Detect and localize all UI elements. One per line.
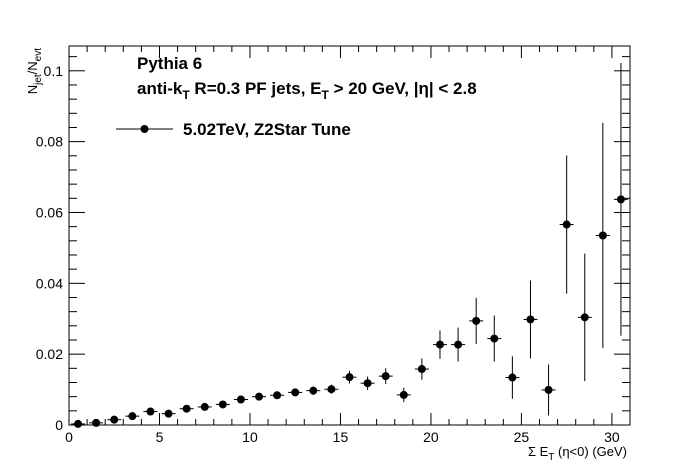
data-point bbox=[562, 220, 571, 229]
data-point bbox=[399, 390, 408, 399]
data-point bbox=[200, 402, 209, 411]
y-tick-label: 0.1 bbox=[44, 63, 64, 79]
data-point bbox=[291, 388, 300, 397]
data-point bbox=[128, 412, 137, 421]
data-point bbox=[544, 385, 553, 394]
data-point bbox=[146, 407, 155, 416]
data-point bbox=[110, 415, 119, 424]
x-axis-title: Σ ET (η<0) (GeV) bbox=[528, 444, 627, 463]
x-tick-label: 20 bbox=[423, 429, 439, 445]
data-point bbox=[345, 373, 354, 382]
data-point bbox=[580, 313, 589, 322]
data-series bbox=[71, 63, 628, 428]
data-point bbox=[182, 404, 191, 413]
x-tick-label: 30 bbox=[604, 429, 620, 445]
annotation-pythia: Pythia 6 bbox=[137, 54, 202, 73]
data-point bbox=[74, 419, 83, 428]
y-axis: 0 0.02 0.04 0.06 0.08 0.1 bbox=[36, 56, 630, 433]
legend: 5.02TeV, Z2Star Tune bbox=[116, 120, 351, 139]
data-point bbox=[273, 391, 282, 400]
data-point bbox=[255, 392, 264, 401]
data-point bbox=[526, 315, 535, 324]
data-point bbox=[218, 400, 227, 409]
x-axis: 0 5 10 15 20 25 30 bbox=[65, 46, 631, 445]
y-tick-label: 0.06 bbox=[36, 204, 63, 220]
data-point bbox=[616, 195, 625, 204]
data-point bbox=[417, 365, 426, 374]
data-point bbox=[327, 385, 336, 394]
data-point bbox=[92, 418, 101, 427]
annotation-jet-selection: anti-kT R=0.3 PF jets, ET > 20 GeV, |η| … bbox=[137, 79, 477, 102]
y-tick-label: 0.08 bbox=[36, 134, 63, 150]
data-point bbox=[472, 316, 481, 325]
y-axis-title: Njet/Nevt bbox=[25, 48, 44, 95]
x-tick-label: 5 bbox=[156, 429, 164, 445]
x-tick-label: 25 bbox=[514, 429, 530, 445]
data-point bbox=[490, 334, 499, 343]
y-tick-label: 0.02 bbox=[36, 346, 63, 362]
x-tick-label: 15 bbox=[333, 429, 349, 445]
data-point bbox=[309, 386, 318, 395]
legend-label: 5.02TeV, Z2Star Tune bbox=[183, 120, 351, 139]
data-point bbox=[508, 373, 517, 382]
y-tick-label: 0.04 bbox=[36, 275, 63, 291]
legend-marker bbox=[140, 125, 149, 133]
data-point bbox=[381, 372, 390, 381]
x-tick-label: 10 bbox=[242, 429, 258, 445]
data-point bbox=[435, 340, 444, 349]
data-point bbox=[598, 231, 607, 240]
data-point bbox=[454, 340, 463, 349]
data-point bbox=[363, 379, 372, 388]
plot-frame bbox=[68, 45, 631, 426]
y-tick-label: 0 bbox=[55, 417, 63, 433]
data-point bbox=[164, 409, 173, 418]
x-tick-label: 0 bbox=[65, 429, 73, 445]
data-point bbox=[236, 395, 245, 404]
